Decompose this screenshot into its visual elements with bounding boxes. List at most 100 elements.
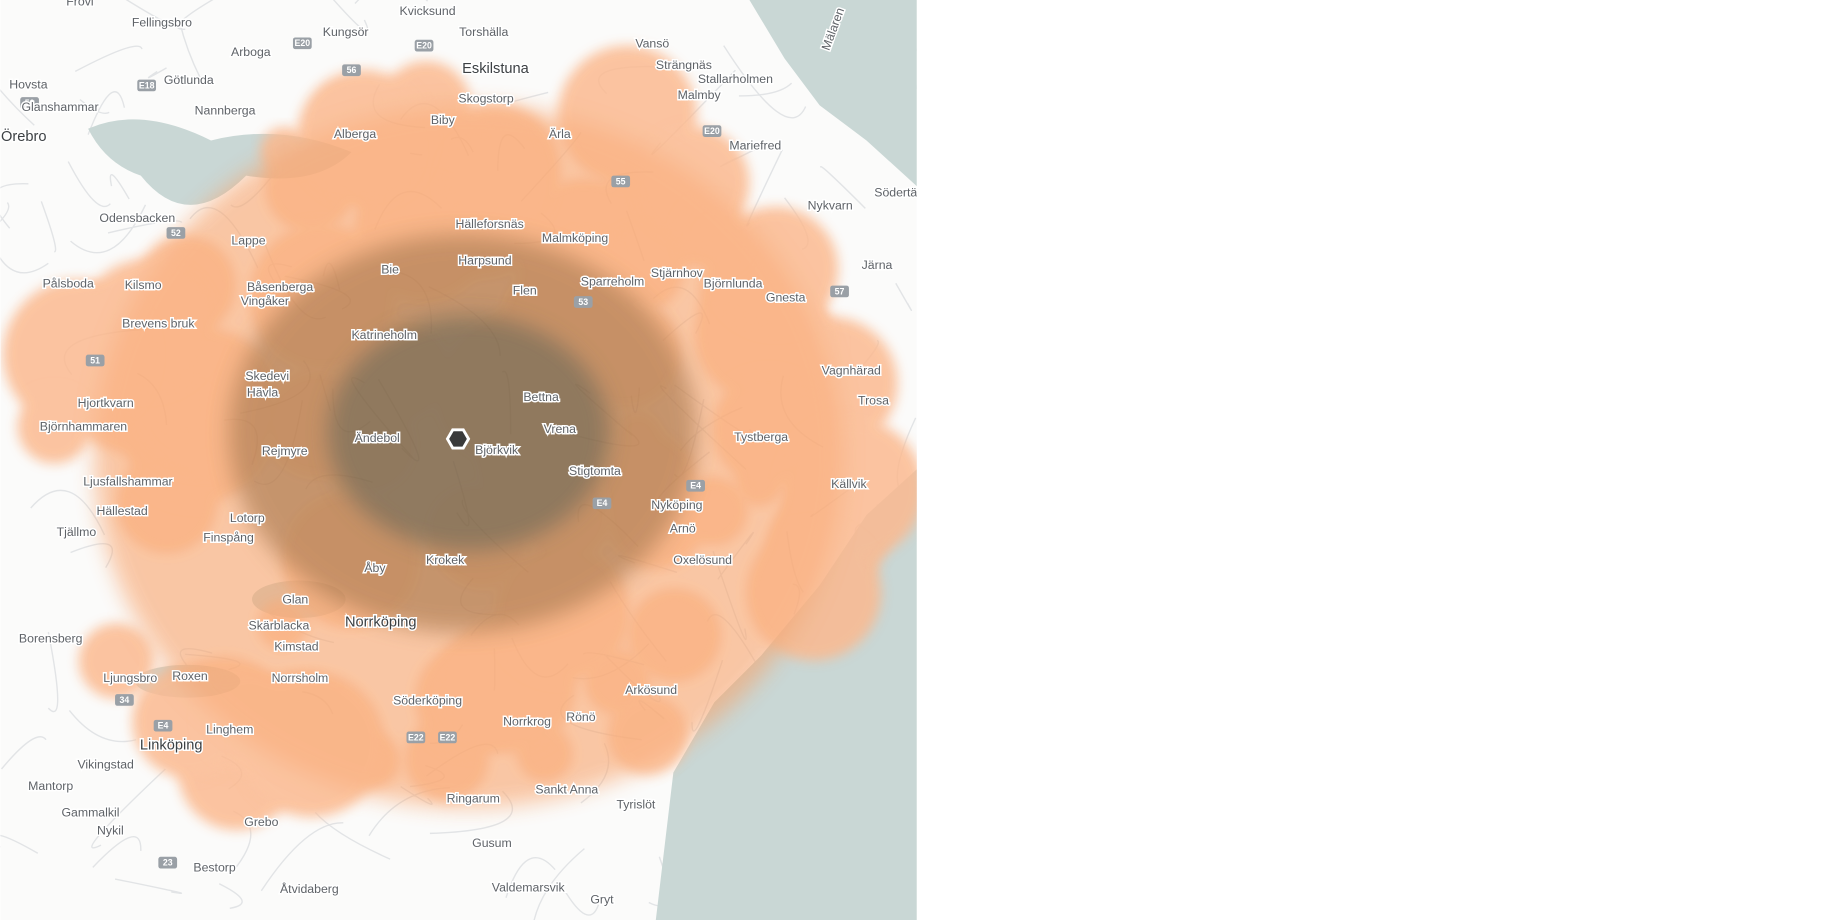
place-label: Norrsholm xyxy=(1190,671,1247,685)
road-shield xyxy=(1334,40,1353,52)
place-label: Björnlunda xyxy=(1623,277,1682,291)
map-panel: E20 E20 56 E18 50 E20 55 52 57 51 53 E4 E4 E22 E22 34 E4… xyxy=(0,0,917,920)
place-label: Strängnäs xyxy=(1575,58,1631,72)
place-label: Bestorp xyxy=(193,861,235,875)
place-label: Kvicksund xyxy=(1318,4,1374,18)
place-label: Fellingsbro xyxy=(1051,16,1111,30)
road-shield xyxy=(1034,694,1053,706)
place-label: Stjärnhov xyxy=(651,266,704,280)
place-label: Glanshammar xyxy=(940,100,1017,114)
place-label: Borensberg xyxy=(19,631,83,645)
road-shield xyxy=(1511,497,1530,509)
place-label: Mantorp xyxy=(28,779,73,793)
place-label: Biby xyxy=(1350,113,1375,127)
road-shield xyxy=(1530,176,1549,188)
place-label: Vagnhärad xyxy=(822,363,881,377)
place-label: Ändebol xyxy=(1274,431,1319,445)
place-label: Alberga xyxy=(1253,127,1296,141)
place-label: Brevens bruk xyxy=(122,316,195,330)
place-label: Vikingstad xyxy=(77,758,134,772)
place-label: Sankt Anna xyxy=(535,782,598,796)
place-label: Mantorp xyxy=(947,779,992,793)
place-label: Rejmyre xyxy=(262,444,308,458)
road-shield xyxy=(1056,80,1075,92)
place-label: Hovsta xyxy=(9,78,47,92)
road-shield xyxy=(1357,732,1376,744)
place-label: Kilsmo xyxy=(1044,278,1081,292)
road-label: 55 xyxy=(1535,176,1545,186)
place-label: Hjortkvarn xyxy=(78,396,134,410)
road-label: E4 xyxy=(1515,498,1526,508)
place-label: Roxen xyxy=(1091,669,1127,683)
place-label: Vingåker xyxy=(241,294,289,308)
place-label: Kimstad xyxy=(274,640,319,654)
place-label: Båsenberga xyxy=(247,280,313,294)
place-label: Skedevi xyxy=(1164,369,1208,383)
place-label: Åtvidaberg xyxy=(280,881,339,896)
place-label: Arkösund xyxy=(1544,683,1596,697)
road-shield xyxy=(20,97,39,109)
place-label: Krokek xyxy=(426,553,465,567)
road-shield xyxy=(292,37,312,50)
place-label: Lotorp xyxy=(230,511,265,525)
road-label: 50 xyxy=(944,98,954,108)
road-label: 53 xyxy=(578,297,588,307)
lake-malaren xyxy=(1668,0,1836,187)
place-label: Örebro xyxy=(920,127,966,145)
road-label: E18 xyxy=(1058,80,1074,90)
road-shield xyxy=(830,285,849,298)
place-label: Grebo xyxy=(244,815,278,829)
place-label: Arnö xyxy=(1589,521,1615,535)
place-label: Linghem xyxy=(1125,723,1172,737)
place-label: Tyrislöt xyxy=(1535,798,1574,812)
road-label: 51 xyxy=(1009,355,1019,365)
place-label: Trosa xyxy=(1777,394,1808,408)
land xyxy=(919,0,1836,920)
place-label: Lappe xyxy=(1150,233,1184,247)
road-label: 56 xyxy=(1265,65,1275,75)
place-label: Malmby xyxy=(1596,88,1640,102)
place-label: Odensbacken xyxy=(99,211,175,225)
place-label: Norrkrog xyxy=(503,714,551,728)
place-label: Bettna xyxy=(523,390,559,404)
place-label: Malmköping xyxy=(1461,231,1527,245)
place-label: Mariefred xyxy=(729,139,781,153)
place-label: Arkösund xyxy=(625,683,677,697)
place-label: Harpsund xyxy=(458,253,511,267)
road-label: 56 xyxy=(347,65,357,75)
place-label: Hälleforsnäs xyxy=(1374,217,1442,231)
place-label: Finspång xyxy=(203,531,254,545)
lake-roxen xyxy=(1054,665,1159,698)
place-label: Glan xyxy=(282,593,308,607)
place-label: Rönö xyxy=(1485,710,1515,724)
place-label: Åby xyxy=(364,560,386,575)
road-shield xyxy=(686,479,705,492)
place-label: Götlunda xyxy=(164,73,214,87)
road-label: E4 xyxy=(158,721,169,731)
road-label: E20 xyxy=(416,41,432,51)
road-label: E20 xyxy=(1213,38,1229,48)
road-label: 55 xyxy=(616,176,626,186)
place-label: Alberga xyxy=(334,127,377,141)
place-label: Gammalkil xyxy=(980,806,1038,820)
place-label: Gnesta xyxy=(1685,291,1725,305)
road-shield xyxy=(153,719,173,732)
road-label: E18 xyxy=(139,80,155,90)
place-label: Hävla xyxy=(247,386,279,400)
heat-mid xyxy=(1335,390,1487,495)
place-label: Skogstorp xyxy=(458,92,513,106)
place-label: Järna xyxy=(1780,258,1811,272)
place-label: Skogstorp xyxy=(1377,92,1432,106)
road-shield xyxy=(1085,227,1104,239)
place-label: Björnhammaren xyxy=(959,419,1047,433)
place-label: Tystberga xyxy=(1653,430,1707,444)
road-shield xyxy=(573,296,593,308)
road-label: 57 xyxy=(835,286,845,296)
place-label: Stigtomta xyxy=(1488,464,1540,478)
road-label: E4 xyxy=(1609,481,1620,491)
heat-blob xyxy=(17,390,91,464)
place-label: Björkvik xyxy=(475,443,519,457)
place-label: Nykil xyxy=(1016,823,1043,837)
place-label: Vikingstad xyxy=(996,758,1053,772)
